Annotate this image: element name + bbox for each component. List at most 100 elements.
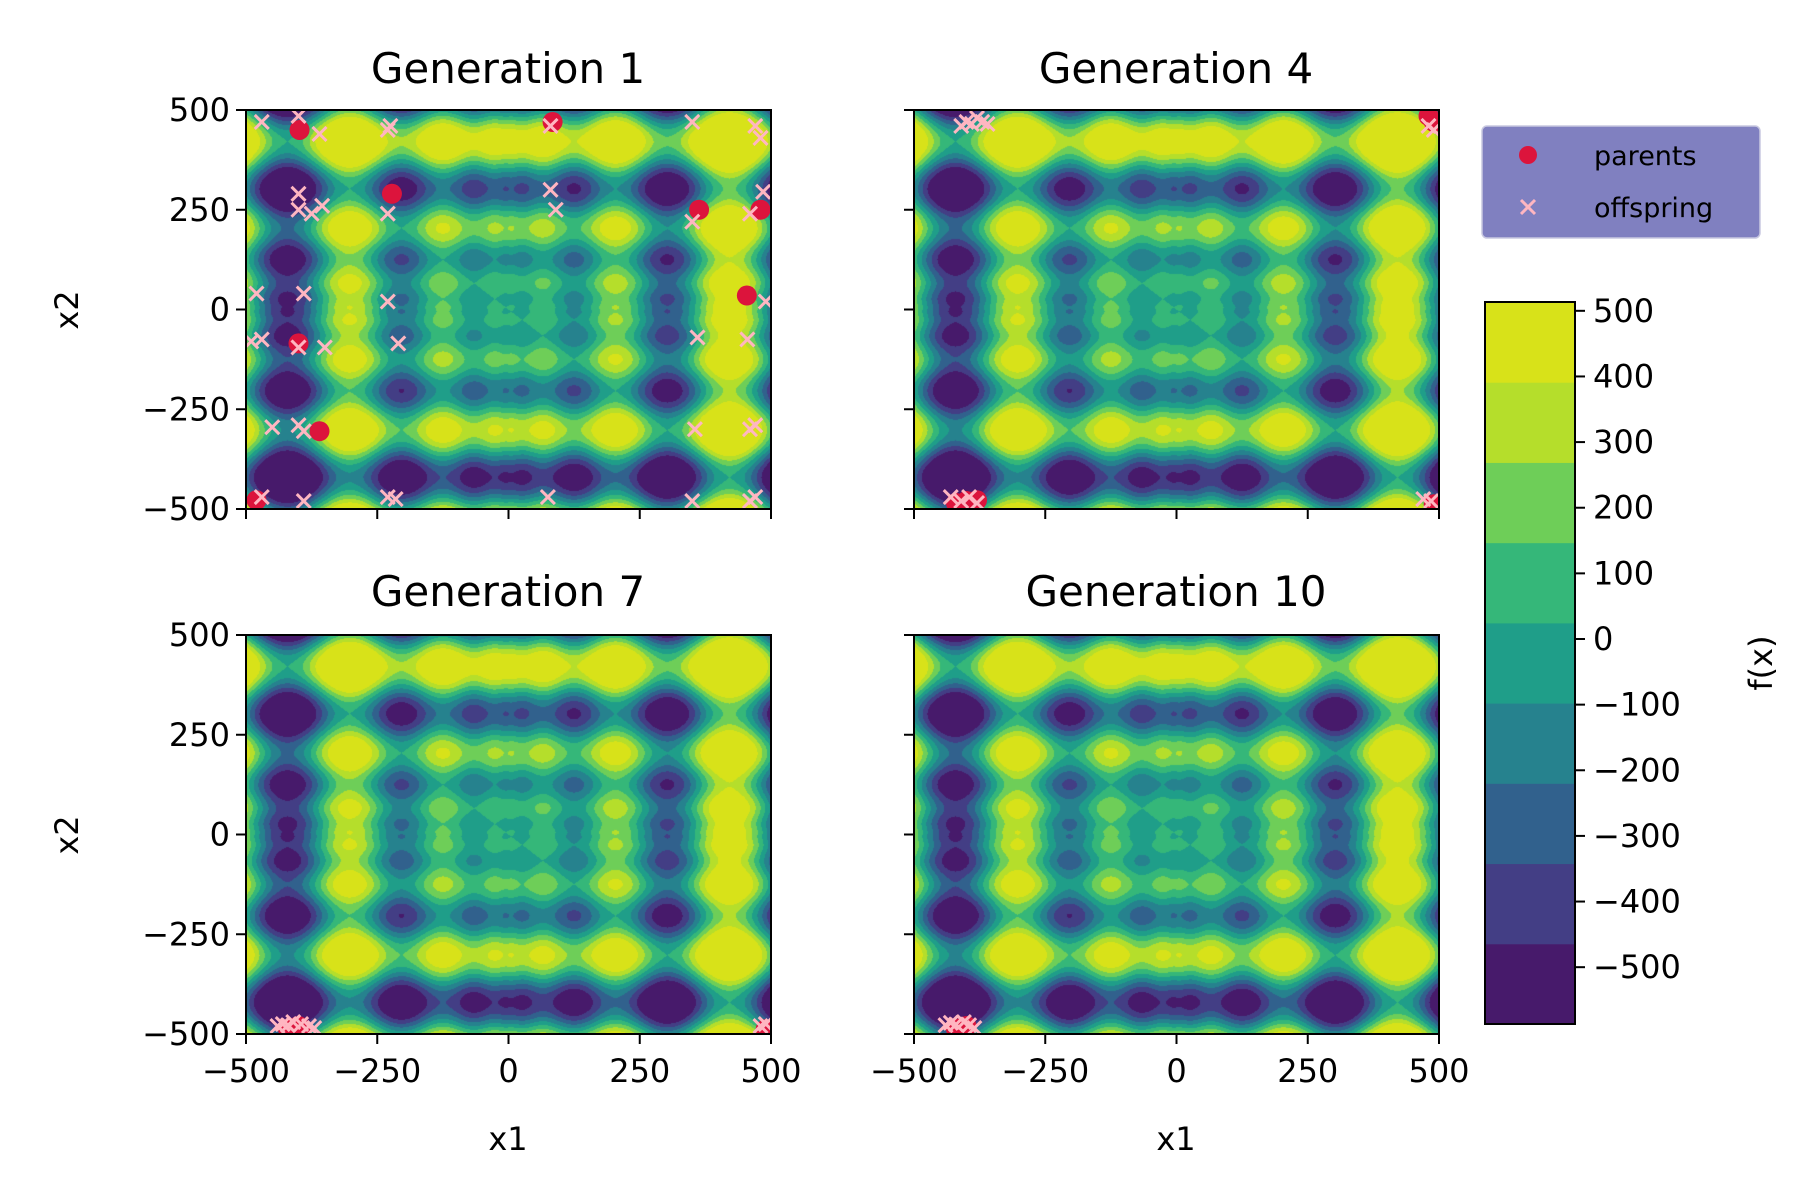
offspring-point	[542, 117, 559, 135]
offspring-point	[253, 331, 270, 348]
offspring-point	[547, 201, 564, 218]
xticks	[245, 509, 772, 519]
y-tick-label: 0	[210, 816, 230, 854]
offspring-point	[290, 201, 307, 218]
offspring-point	[248, 285, 265, 302]
offspring-point	[290, 185, 307, 202]
parent-point	[309, 421, 330, 442]
colorbar-tick-label: −500	[1593, 948, 1681, 986]
offspring-point	[295, 423, 312, 440]
x-tick-label: 0	[498, 1052, 518, 1090]
colorbar-bands	[1485, 302, 1575, 1025]
offspring-point	[295, 492, 312, 509]
colorbar-tick-label: 500	[1593, 292, 1654, 330]
offspring-point	[752, 129, 769, 146]
y-tick-label: 0	[210, 291, 230, 329]
subplot-title: Generation 10	[1025, 567, 1326, 616]
y-tick-label: −500	[142, 490, 230, 528]
x-tick-label: 500	[1408, 1052, 1469, 1090]
contour-field	[246, 635, 771, 1034]
offspring-point	[966, 1019, 983, 1034]
x-tick-label: 0	[1166, 1052, 1186, 1090]
x-tick-label: 500	[740, 1052, 801, 1090]
offspring-point	[316, 339, 333, 356]
colorbar-band	[1485, 863, 1575, 945]
offspring-point	[747, 117, 764, 135]
offspring-point	[684, 213, 701, 230]
colorbar-frame	[1484, 301, 1576, 1025]
colorbar-tick-label: 100	[1593, 554, 1654, 592]
colorbar-tick-label: −300	[1593, 817, 1681, 855]
x-tick-label: 250	[609, 1052, 670, 1090]
colorbar-tick-label: 0	[1593, 620, 1613, 658]
colorbar: −500 −400 −300 −200 −100 0 100 200 300 400 500 f(x…	[1484, 292, 1780, 1025]
colorbar-tick-label: −100	[1593, 686, 1681, 724]
y-tick-label: 250	[169, 191, 230, 229]
markers	[269, 1013, 771, 1034]
offspring-point	[253, 488, 270, 506]
offspring-point	[741, 205, 759, 222]
parent-point	[381, 183, 402, 204]
offspring-point	[755, 183, 771, 200]
colorbar-tick-label: −200	[1593, 751, 1681, 789]
y-axis-label: x2	[48, 815, 86, 854]
contour-field	[914, 635, 1439, 1034]
yticks	[904, 634, 914, 1035]
markers	[246, 110, 771, 509]
y-tick-label: 250	[169, 716, 230, 754]
offspring-point	[387, 490, 404, 508]
offspring-point	[747, 417, 764, 434]
colorbar-ticks: −500 −400 −300 −200 −100 0 100 200 300 400 500	[1575, 292, 1681, 986]
offspring-point	[1423, 492, 1439, 509]
offspring-point	[314, 197, 331, 214]
x-axis-label: x1	[1156, 1120, 1195, 1158]
y-tick-label: 500	[169, 616, 230, 654]
colorbar-band	[1485, 462, 1575, 544]
colorbar-band	[1485, 302, 1575, 383]
offspring-point	[739, 331, 756, 348]
offspring-point	[303, 205, 320, 222]
offspring-point	[390, 335, 407, 352]
colorbar-label: f(x)	[1742, 635, 1780, 690]
colorbar-band	[1485, 703, 1575, 784]
offspring-point	[942, 488, 959, 506]
y-tick-label: 500	[169, 91, 230, 129]
legend-label-offspring: offspring	[1594, 193, 1713, 224]
yticks: −500 −250 0 250 500	[142, 91, 246, 528]
offspring-point	[979, 115, 996, 133]
offspring-point	[686, 421, 703, 438]
contour-field	[246, 110, 771, 509]
offspring-point	[253, 113, 270, 131]
x-tick-label: −500	[202, 1052, 290, 1090]
y-axis-label: x2	[48, 290, 86, 329]
colorbar-band	[1485, 622, 1575, 704]
offspring-point	[747, 488, 764, 506]
legend-box	[1481, 125, 1761, 239]
markers	[942, 110, 1439, 509]
offspring-point	[379, 293, 396, 310]
parent-point	[736, 285, 757, 306]
offspring-point	[539, 488, 556, 506]
subplot-generation-7: −500 −250 0 250 500 −500 −250 0 250 500 Generati…	[48, 567, 802, 1158]
offspring-point	[689, 329, 706, 346]
colorbar-band	[1485, 783, 1575, 865]
offspring-point	[942, 1014, 959, 1031]
subplot-title: Generation 1	[371, 44, 645, 93]
colorbar-tick-label: −400	[1593, 883, 1681, 921]
offspring-point	[968, 494, 986, 509]
x-tick-label: −250	[1001, 1052, 1089, 1090]
offspring-point	[953, 492, 970, 509]
y-tick-label: −250	[142, 390, 230, 428]
offspring-point	[953, 117, 970, 135]
offspring-point	[684, 113, 701, 131]
colorbar-band	[1485, 542, 1575, 624]
yticks: −500 −250 0 250 500	[142, 616, 246, 1053]
markers	[937, 1013, 983, 1034]
subplot-title: Generation 7	[371, 567, 645, 616]
offspring-point	[295, 285, 312, 302]
yticks	[904, 109, 914, 510]
contour-field	[914, 110, 1439, 509]
x-tick-label: −250	[333, 1052, 421, 1090]
offspring-point	[290, 339, 307, 356]
